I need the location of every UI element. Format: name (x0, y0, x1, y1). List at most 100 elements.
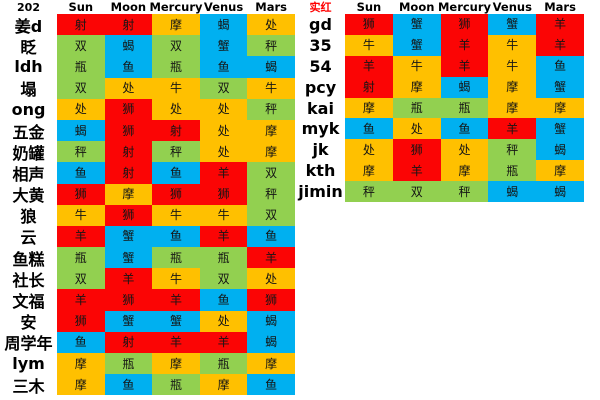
row-label: ong (0, 98, 57, 120)
zodiac-cell: 牛 (345, 34, 393, 56)
row-label: 云 (0, 225, 57, 247)
zodiac-cell: 狮 (104, 98, 153, 120)
zodiac-cell: 牛 (392, 55, 441, 77)
row-label: 五金 (0, 119, 57, 142)
zodiac-cell: 羊 (440, 34, 489, 56)
zodiac-cell: 瓶 (57, 56, 105, 78)
row-label: 社长 (0, 268, 57, 290)
zodiac-cell: 羊 (440, 55, 489, 77)
zodiac-cell: 狮 (104, 119, 153, 142)
zodiac-cell: 牛 (199, 204, 248, 226)
zodiac-cell: 秤 (440, 181, 489, 203)
row-label: kai (296, 97, 345, 119)
zodiac-cell: 牛 (488, 34, 537, 56)
zodiac-cell: 羊 (152, 289, 200, 311)
zodiac-cell: 处 (199, 141, 248, 163)
row-label: 周学年 (0, 331, 57, 353)
zodiac-cell: 摩 (392, 76, 441, 98)
row-label: 三木 (0, 374, 57, 396)
zodiac-cell: 牛 (247, 77, 295, 99)
zodiac-cell: 处 (57, 98, 105, 120)
zodiac-cell: 摩 (488, 76, 537, 98)
zodiac-cell: 羊 (199, 225, 248, 248)
row-label: 35 (296, 34, 345, 56)
row-label: 鱼糕 (0, 247, 57, 269)
row-label: 姜d (0, 14, 57, 36)
column-header-moon: Moon (110, 0, 147, 14)
zodiac-cell: 鱼 (57, 331, 105, 353)
zodiac-cell: 羊 (488, 118, 537, 140)
zodiac-cell: 瓶 (199, 353, 248, 375)
zodiac-cell: 摩 (247, 119, 295, 142)
column-header-mercury: Mercury (437, 0, 492, 14)
zodiac-cell: 牛 (152, 204, 200, 226)
zodiac-cell: 牛 (488, 55, 537, 77)
zodiac-cell: 狮 (104, 289, 153, 311)
zodiac-cell: 蟹 (104, 225, 153, 248)
zodiac-cell: 射 (104, 162, 153, 184)
zodiac-cell: 秤 (247, 183, 295, 205)
column-header-mars: Mars (544, 0, 576, 14)
zodiac-cell: 双 (392, 181, 441, 203)
zodiac-cell: 鱼 (345, 118, 393, 140)
row-label: ldh (0, 56, 57, 78)
zodiac-cell: 双 (247, 162, 295, 184)
zodiac-cell: 羊 (392, 160, 441, 182)
zodiac-cell: 蝎 (57, 119, 105, 142)
zodiac-cell: 鱼 (440, 118, 489, 140)
zodiac-cell: 射 (104, 331, 153, 353)
zodiac-cell: 鱼 (247, 225, 295, 248)
zodiac-cell: 狮 (57, 310, 105, 332)
zodiac-cell: 秤 (247, 35, 295, 57)
zodiac-cell: 羊 (247, 247, 295, 269)
zodiac-cell: 摩 (488, 97, 537, 119)
zodiac-cell: 鱼 (536, 55, 584, 77)
row-label: lym (0, 353, 57, 375)
zodiac-cell: 瓶 (199, 247, 248, 269)
zodiac-cell: 狮 (104, 204, 153, 226)
zodiac-cell: 秤 (247, 98, 295, 120)
zodiac-cell: 鱼 (199, 289, 248, 311)
zodiac-cell: 牛 (152, 268, 200, 290)
right-corner-label: 实红 (309, 1, 332, 14)
zodiac-cell: 蝎 (536, 181, 584, 203)
zodiac-cell: 鱼 (247, 374, 295, 396)
zodiac-cell: 处 (392, 118, 441, 140)
left-zodiac-table: 202 Sun Moon Mercury Venus Mars 姜d 射射摩蝎处眨双蝎双蟹秤… (0, 0, 295, 396)
zodiac-cell: 鱼 (199, 56, 248, 78)
zodiac-cell: 瓶 (152, 56, 200, 78)
row-label: 塌 (0, 77, 57, 99)
zodiac-cell: 狮 (199, 183, 248, 205)
zodiac-cell: 处 (199, 119, 248, 142)
zodiac-cell: 摩 (152, 353, 200, 375)
column-header-moon: Moon (398, 0, 435, 14)
zodiac-cell: 摩 (440, 160, 489, 182)
zodiac-cell: 蟹 (152, 310, 200, 332)
zodiac-cell: 秤 (488, 139, 537, 161)
zodiac-cell: 蟹 (199, 35, 248, 57)
zodiac-cell: 蟹 (392, 14, 441, 35)
zodiac-cell: 狮 (440, 14, 489, 35)
row-label: jimin (296, 181, 345, 203)
zodiac-cell: 瓶 (152, 247, 200, 269)
zodiac-cell: 摩 (345, 97, 393, 119)
row-label: 相声 (0, 162, 57, 184)
column-header-mercury: Mercury (149, 0, 203, 14)
zodiac-cell: 摩 (199, 374, 248, 396)
column-header-sun: Sun (68, 0, 94, 14)
zodiac-cell: 羊 (536, 14, 584, 35)
zodiac-cell: 双 (57, 35, 105, 57)
row-label: 文福 (0, 289, 57, 311)
right-zodiac-table: 实红 Sun Moon Mercury Venus Mars gd 狮蟹狮蟹羊 35 牛蟹羊牛羊… (296, 0, 584, 203)
zodiac-cell: 蟹 (488, 14, 537, 35)
zodiac-cell: 蟹 (104, 247, 153, 269)
row-label: kth (296, 160, 345, 182)
zodiac-cell: 牛 (57, 204, 105, 226)
zodiac-cell: 摩 (345, 160, 393, 182)
zodiac-cell: 双 (199, 77, 248, 99)
zodiac-cell: 蝎 (199, 14, 248, 36)
zodiac-cell: 瓶 (488, 160, 537, 182)
zodiac-cell: 蟹 (536, 76, 584, 98)
zodiac-cell: 鱼 (104, 374, 153, 396)
zodiac-cell: 鱼 (104, 56, 153, 78)
